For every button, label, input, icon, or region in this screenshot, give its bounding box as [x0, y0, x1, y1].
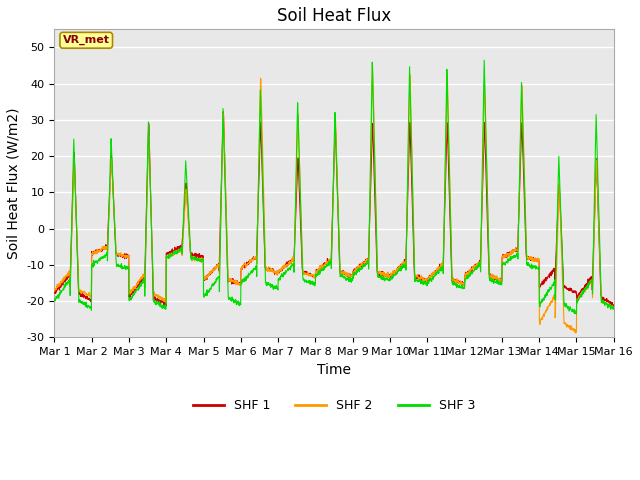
- Title: Soil Heat Flux: Soil Heat Flux: [277, 7, 391, 25]
- Y-axis label: Soil Heat Flux (W/m2): Soil Heat Flux (W/m2): [7, 108, 21, 259]
- X-axis label: Time: Time: [317, 363, 351, 377]
- Legend: SHF 1, SHF 2, SHF 3: SHF 1, SHF 2, SHF 3: [188, 395, 481, 418]
- Text: VR_met: VR_met: [63, 35, 109, 46]
